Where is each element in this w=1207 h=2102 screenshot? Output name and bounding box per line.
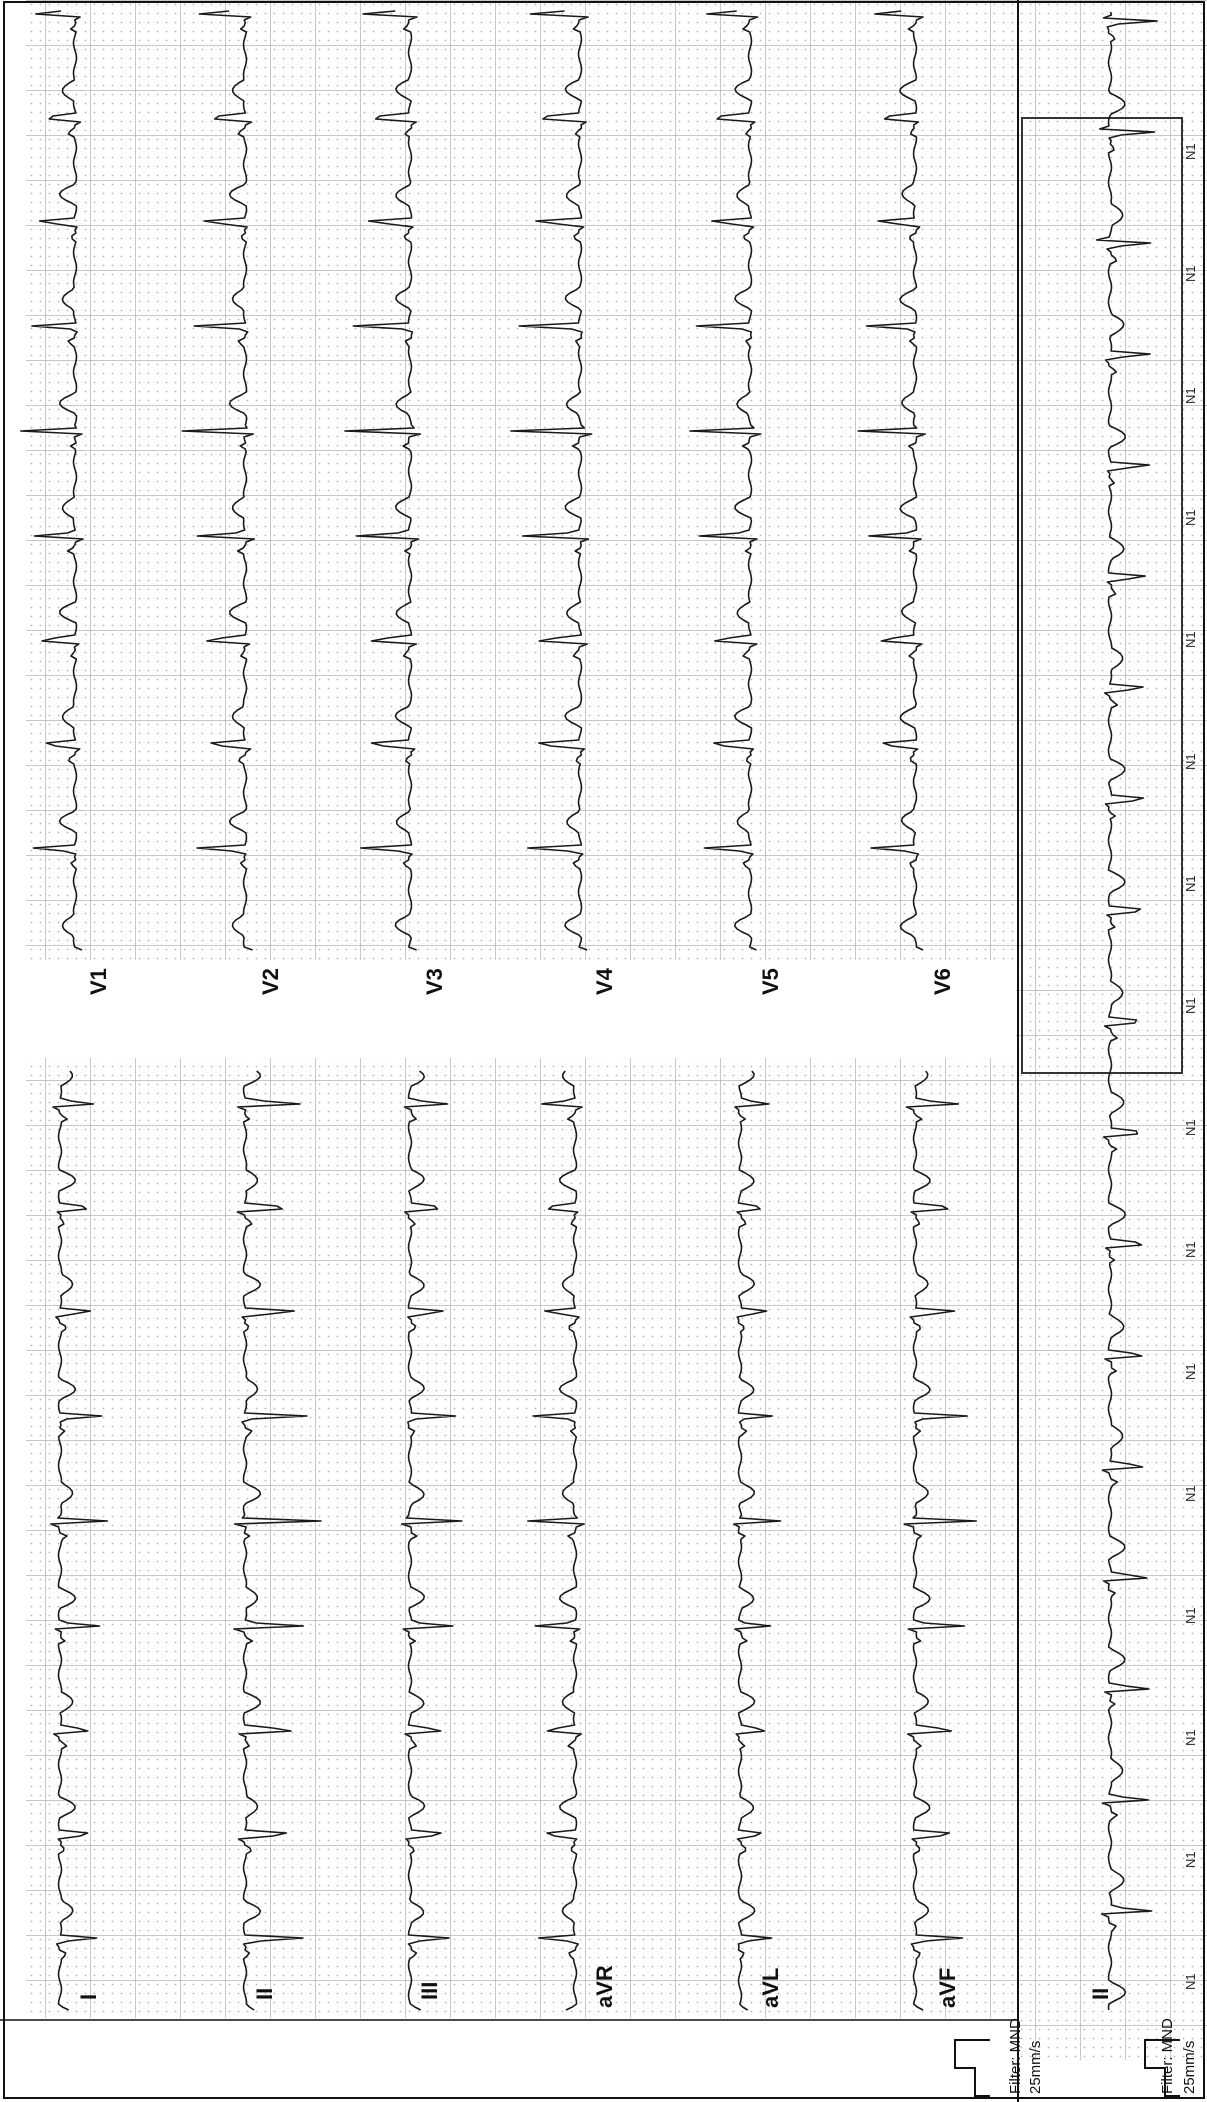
trace-v5 (689, 10, 762, 951)
grid-region-limb (26, 1058, 1016, 2018)
lead-label-v2: V2 (258, 968, 283, 995)
trace-avr (527, 1070, 585, 2011)
trace-avl (733, 1070, 782, 2011)
beat-label: N1 (1183, 1973, 1198, 1990)
lead-label-avf: aVF (935, 1968, 960, 2008)
rhythm-inset-box (1021, 117, 1183, 1074)
lead-label-rhythm-ii: II (1088, 1988, 1113, 2000)
footer-info: Filter: MND 25mm/s Filter: MND 25mm/s (1007, 2018, 1198, 2094)
beat-label: N1 (1183, 997, 1198, 1014)
lead-label-avr: aVR (592, 1965, 617, 2008)
outer-frame (3, 1, 1205, 2099)
lead-label-v3: V3 (422, 968, 447, 995)
trace-v3 (344, 10, 422, 951)
trace-v2 (181, 10, 256, 951)
beat-label: N1 (1183, 387, 1198, 404)
beat-label: N1 (1183, 1119, 1198, 1136)
lead-label-ii: II (252, 1988, 277, 2000)
beat-label: N1 (1183, 1851, 1198, 1868)
trace-rhythm-ii (1095, 11, 1158, 2011)
trace-ii (233, 1070, 322, 2011)
lead-label-iii: III (417, 1982, 442, 2000)
filter-label-top: Filter: MND (1007, 2018, 1024, 2094)
speed-label-top: 25mm/s (1027, 2041, 1044, 2094)
trace-iii (400, 1070, 463, 2011)
beat-label: N1 (1183, 631, 1198, 648)
panel-separator (0, 960, 1016, 1058)
speed-label-bottom: 25mm/s (1181, 2041, 1198, 2094)
filter-label-bottom: Filter: MND (1159, 2018, 1176, 2094)
lead-label-v1: V1 (86, 968, 111, 995)
beat-label: N1 (1183, 753, 1198, 770)
grid-region-chest (26, 0, 1016, 960)
lead-label-v4: V4 (592, 967, 617, 995)
beat-annotations: N1 N1 N1 N1 N1 N1 N1 N1 N1 N1 N1 N1 N1 N1 N1 N1 (1183, 143, 1198, 1990)
lead-label-i: I (76, 1994, 101, 2000)
trace-i (50, 1070, 109, 2011)
beat-label: N1 (1183, 265, 1198, 282)
beat-label: N1 (1183, 509, 1198, 526)
chest-lead-labels: V1 V2 V3 V4 V5 V6 (86, 967, 955, 995)
beat-label: N1 (1183, 875, 1198, 892)
limb-lead-labels: I II III aVR aVL aVF (76, 1965, 960, 2008)
calibration-pulse-bottom (1144, 2039, 1180, 2097)
beat-label: N1 (1183, 1729, 1198, 1746)
lead-label-v6: V6 (930, 968, 955, 995)
trace-avf (903, 1070, 978, 2011)
beat-label: N1 (1183, 1607, 1198, 1624)
beat-label: N1 (1183, 1485, 1198, 1502)
lead-label-avl: aVL (758, 1968, 783, 2008)
beat-label: N1 (1183, 143, 1198, 160)
beat-label: N1 (1183, 1363, 1198, 1380)
beat-label: N1 (1183, 1241, 1198, 1258)
ecg-traces (20, 10, 1158, 2011)
lead-label-v5: V5 (758, 968, 783, 995)
trace-v1 (20, 10, 84, 951)
calibration-pulse-top (954, 2039, 990, 2097)
trace-v4 (510, 10, 593, 951)
trace-v6 (857, 10, 926, 951)
